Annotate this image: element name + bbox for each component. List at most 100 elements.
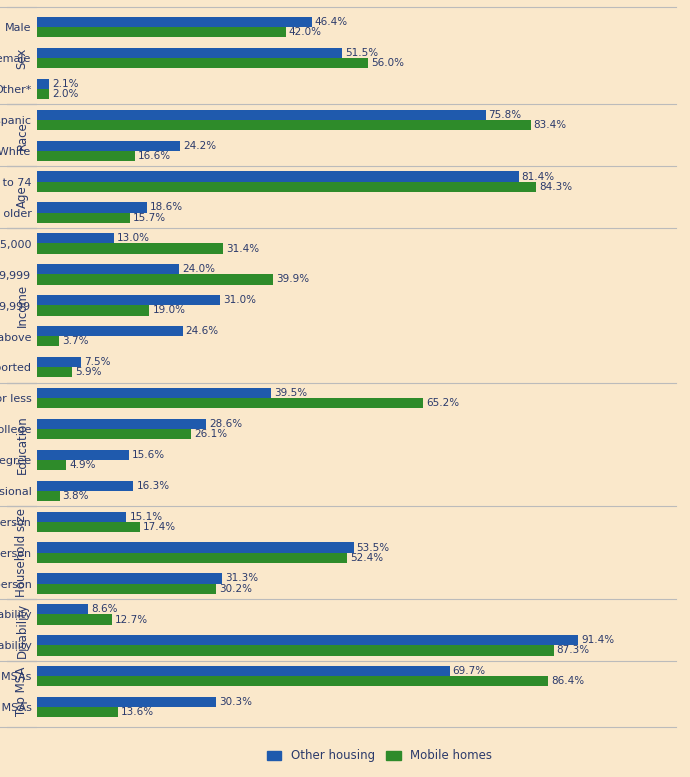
Bar [37, 419, 206, 429]
Text: 4.9%: 4.9% [69, 460, 95, 470]
Text: Top MSA: Top MSA [15, 667, 28, 716]
Text: 13.0%: 13.0% [117, 233, 150, 243]
Bar [37, 78, 50, 89]
Text: 86.4%: 86.4% [551, 677, 584, 686]
Text: Household size: Household size [15, 508, 28, 597]
Bar [37, 274, 273, 284]
Bar [37, 233, 114, 243]
Bar [37, 707, 117, 717]
Bar [37, 676, 549, 687]
Text: 17.4%: 17.4% [143, 522, 176, 531]
Text: Income: Income [15, 284, 28, 327]
Text: 5.9%: 5.9% [75, 368, 101, 377]
Bar [37, 326, 183, 336]
Text: 31.3%: 31.3% [225, 573, 258, 584]
Bar [37, 481, 133, 491]
Bar [37, 646, 553, 656]
Text: 26.1%: 26.1% [195, 429, 228, 439]
Text: 31.0%: 31.0% [224, 295, 257, 305]
Text: 91.4%: 91.4% [581, 636, 614, 645]
Bar [37, 521, 140, 532]
Bar [37, 605, 88, 615]
Text: 8.6%: 8.6% [91, 605, 117, 615]
Text: 84.3%: 84.3% [539, 182, 572, 192]
Text: 65.2%: 65.2% [426, 398, 459, 408]
Bar [37, 305, 150, 315]
Bar [37, 573, 222, 584]
Bar [37, 172, 519, 182]
Bar [37, 552, 347, 563]
Bar [37, 511, 126, 521]
Text: 28.6%: 28.6% [209, 419, 242, 429]
Text: 83.4%: 83.4% [533, 120, 566, 130]
Bar [37, 141, 180, 151]
Bar [37, 295, 221, 305]
Text: Age: Age [15, 186, 28, 208]
Text: Disability: Disability [15, 602, 28, 657]
Text: 18.6%: 18.6% [150, 203, 183, 212]
Text: 46.4%: 46.4% [315, 17, 348, 27]
Text: 16.3%: 16.3% [137, 481, 170, 491]
Legend: Other housing, Mobile homes: Other housing, Mobile homes [262, 745, 497, 767]
Text: 24.2%: 24.2% [184, 141, 217, 151]
Text: 15.1%: 15.1% [129, 511, 162, 521]
Bar [37, 666, 449, 676]
Text: 15.7%: 15.7% [133, 213, 166, 223]
Text: Sex: Sex [15, 47, 28, 68]
Text: 3.8%: 3.8% [63, 491, 89, 501]
Bar [37, 398, 423, 408]
Text: Race: Race [15, 121, 28, 150]
Bar [37, 58, 368, 68]
Text: 56.0%: 56.0% [371, 58, 404, 68]
Bar [37, 357, 81, 368]
Text: 30.2%: 30.2% [219, 584, 252, 594]
Text: 53.5%: 53.5% [357, 542, 390, 552]
Text: 12.7%: 12.7% [115, 615, 148, 625]
Bar [37, 110, 486, 120]
Bar [37, 243, 223, 253]
Text: Education: Education [15, 415, 28, 474]
Text: 16.6%: 16.6% [138, 151, 171, 161]
Bar [37, 17, 312, 27]
Bar [37, 89, 49, 99]
Bar [37, 460, 66, 470]
Text: 3.7%: 3.7% [62, 336, 88, 347]
Bar [37, 542, 354, 552]
Bar [37, 584, 216, 594]
Bar [37, 615, 112, 625]
Bar [37, 336, 59, 347]
Text: 24.0%: 24.0% [182, 264, 215, 274]
Text: 51.5%: 51.5% [345, 48, 378, 57]
Bar [37, 151, 135, 161]
Text: 75.8%: 75.8% [489, 110, 522, 120]
Bar [37, 202, 147, 213]
Bar [37, 635, 578, 646]
Bar [37, 213, 130, 223]
Text: 31.4%: 31.4% [226, 243, 259, 253]
Bar [37, 27, 286, 37]
Text: 69.7%: 69.7% [453, 666, 486, 676]
Text: 42.0%: 42.0% [288, 27, 322, 37]
Bar [37, 47, 342, 58]
Bar [37, 182, 536, 192]
Text: 7.5%: 7.5% [84, 357, 111, 367]
Text: 39.9%: 39.9% [276, 274, 309, 284]
Text: 52.4%: 52.4% [350, 552, 383, 563]
Text: 2.1%: 2.1% [52, 78, 79, 89]
Text: 19.0%: 19.0% [152, 305, 186, 315]
Bar [37, 264, 179, 274]
Text: 81.4%: 81.4% [522, 172, 555, 182]
Bar [37, 388, 270, 398]
Text: 39.5%: 39.5% [274, 388, 307, 398]
Bar [37, 429, 192, 439]
Text: 2.0%: 2.0% [52, 89, 78, 99]
Text: 87.3%: 87.3% [557, 646, 590, 656]
Bar [37, 450, 129, 460]
Bar [37, 491, 59, 501]
Bar [37, 120, 531, 130]
Text: 30.3%: 30.3% [219, 697, 253, 707]
Text: 15.6%: 15.6% [132, 450, 166, 460]
Bar [37, 368, 72, 378]
Text: 24.6%: 24.6% [186, 326, 219, 336]
Text: 13.6%: 13.6% [121, 707, 154, 717]
